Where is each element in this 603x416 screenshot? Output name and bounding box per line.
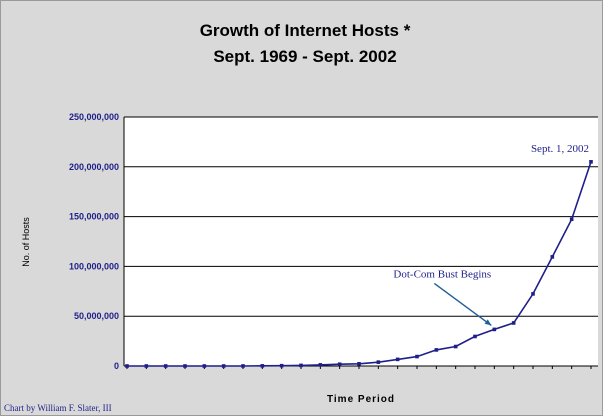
data-point	[550, 255, 555, 259]
y-tick-label: 150,000,000	[69, 212, 119, 222]
data-point	[473, 334, 477, 339]
data-point	[260, 364, 265, 368]
chart-credit: Chart by William F. Slater, III	[4, 403, 112, 413]
data-point	[569, 217, 574, 222]
annotations: Sept. 1, 2002 Dot-Com Bust Begins	[393, 143, 589, 326]
chart-title-line2: Sept. 1969 - Sept. 2002	[213, 47, 396, 66]
data-point	[434, 348, 439, 352]
y-tick-labels: 0 50,000,000 100,000,000 150,000,000 200,000…	[69, 112, 119, 371]
plot-area	[124, 117, 598, 366]
data-point	[357, 361, 361, 366]
y-tick-label: 200,000,000	[69, 162, 119, 172]
data-point	[144, 364, 149, 368]
data-point	[125, 364, 129, 368]
data-point	[318, 363, 323, 367]
x-axis-label: Time Period	[327, 394, 395, 405]
data-point	[589, 160, 593, 164]
data-point	[492, 327, 497, 332]
y-tick-label: 250,000,000	[69, 112, 119, 122]
annotation-arrow	[433, 282, 492, 326]
data-point	[531, 292, 535, 296]
data-point	[337, 362, 342, 367]
annotation-arrowhead	[484, 319, 492, 326]
data-point	[202, 364, 207, 368]
y-tick-label: 100,000,000	[69, 261, 119, 271]
data-point	[415, 354, 419, 359]
annotation-sept-2002: Sept. 1, 2002	[531, 143, 589, 155]
series-layer	[125, 160, 593, 368]
data-point	[511, 321, 516, 325]
data-point	[453, 344, 458, 349]
data-point	[279, 363, 284, 368]
y-tick-label: 0	[114, 361, 119, 371]
data-point	[376, 360, 381, 364]
data-point	[221, 364, 226, 368]
data-point	[395, 357, 400, 362]
chart-title-line1: Growth of Internet Hosts *	[200, 21, 411, 40]
data-point	[183, 364, 187, 368]
data-point	[163, 364, 168, 368]
data-point	[299, 363, 303, 368]
data-point	[241, 364, 245, 368]
y-axis-label: No. of Hosts	[21, 217, 31, 267]
y-tick-label: 50,000,000	[74, 311, 119, 321]
annotation-dot-com-bust: Dot-Com Bust Begins	[393, 268, 491, 280]
